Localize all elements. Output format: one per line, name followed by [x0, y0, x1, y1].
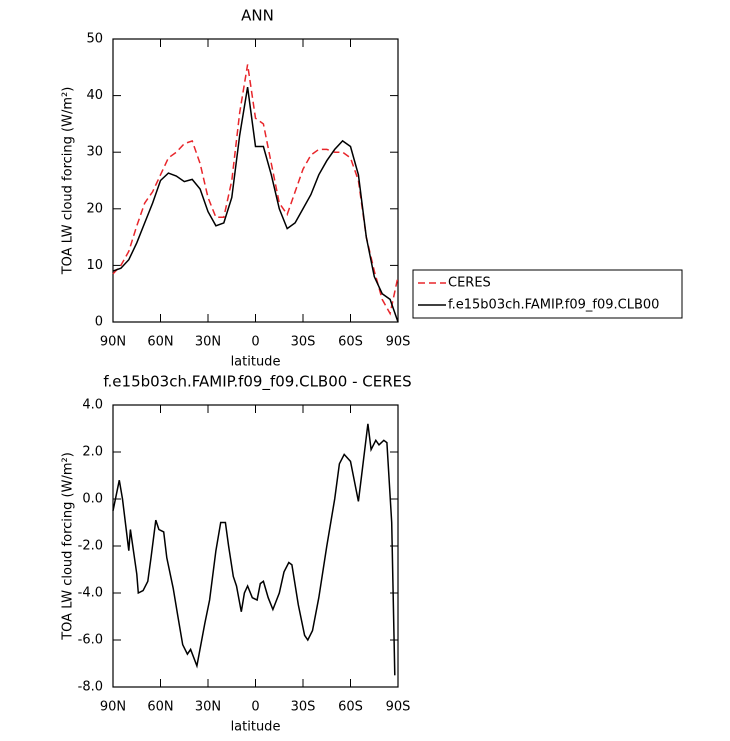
y-tick-label: 10: [86, 258, 103, 273]
y-tick-label: 2.0: [82, 445, 103, 460]
plot-frame: [112, 38, 399, 323]
y-tick-label: 20: [86, 201, 103, 216]
y-tick-label: -2.0: [78, 539, 103, 554]
x-tick-label: 60S: [338, 700, 363, 715]
y-tick-label: 30: [86, 145, 103, 160]
x-tick-label: 0: [251, 700, 259, 715]
y-tick-label: 50: [86, 32, 103, 47]
x-tick-label: 30N: [195, 335, 221, 350]
chart-title: ANN: [241, 7, 274, 25]
x-tick-label: 90S: [386, 700, 411, 715]
legend-label: f.e15b03ch.FAMIP.f09_f09.CLB00: [448, 298, 659, 313]
y-tick-label: -8.0: [78, 680, 103, 695]
line: [112, 64, 399, 316]
x-axis-label: latitude: [231, 355, 281, 370]
plot-frame: [112, 404, 399, 688]
chart-title: f.e15b03ch.FAMIP.f09_f09.CLB00 - CERES: [103, 373, 411, 392]
x-tick-label: 90N: [100, 700, 126, 715]
y-axis-label: TOA LW cloud forcing (W/m²): [61, 452, 76, 641]
x-tick-label: 60S: [338, 335, 363, 350]
x-axis-label: latitude: [231, 720, 281, 735]
y-tick-label: 40: [86, 88, 103, 103]
y-tick-label: 4.0: [82, 398, 103, 413]
y-tick-label: -4.0: [78, 586, 103, 601]
x-tick-label: 30S: [291, 335, 316, 350]
y-axis-label: TOA LW cloud forcing (W/m²): [61, 87, 76, 276]
line: [112, 423, 396, 676]
y-tick-label: 0: [95, 315, 103, 330]
y-tick-label: 0.0: [82, 492, 103, 507]
x-tick-label: 60N: [147, 700, 173, 715]
x-tick-label: 90N: [100, 335, 126, 350]
line: [112, 86, 399, 323]
x-tick-label: 30S: [291, 700, 316, 715]
y-tick-label: -6.0: [78, 633, 103, 648]
x-tick-label: 0: [251, 335, 259, 350]
x-tick-label: 30N: [195, 700, 221, 715]
legend-box: [412, 269, 683, 319]
x-tick-label: 60N: [147, 335, 173, 350]
legend-label: CERES: [448, 276, 491, 291]
x-tick-label: 90S: [386, 335, 411, 350]
